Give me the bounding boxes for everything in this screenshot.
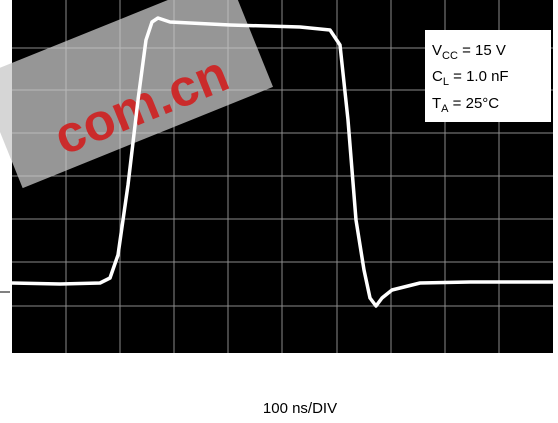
- x-axis-label: 100 ns/DIV: [263, 400, 337, 417]
- annotation-subscript: CC: [442, 50, 458, 62]
- annotation-symbol: T: [432, 95, 441, 112]
- annotation-value: = 25°C: [449, 95, 500, 112]
- annotation-symbol: C: [432, 68, 443, 85]
- scope-screenshot: com.cn VCC = 15 V CL = 1.0 nF TA = 25°C …: [0, 0, 558, 423]
- annotation-symbol: V: [432, 42, 442, 59]
- annotation-value: = 1.0 nF: [449, 68, 509, 85]
- annotation-value: = 15 V: [458, 42, 506, 59]
